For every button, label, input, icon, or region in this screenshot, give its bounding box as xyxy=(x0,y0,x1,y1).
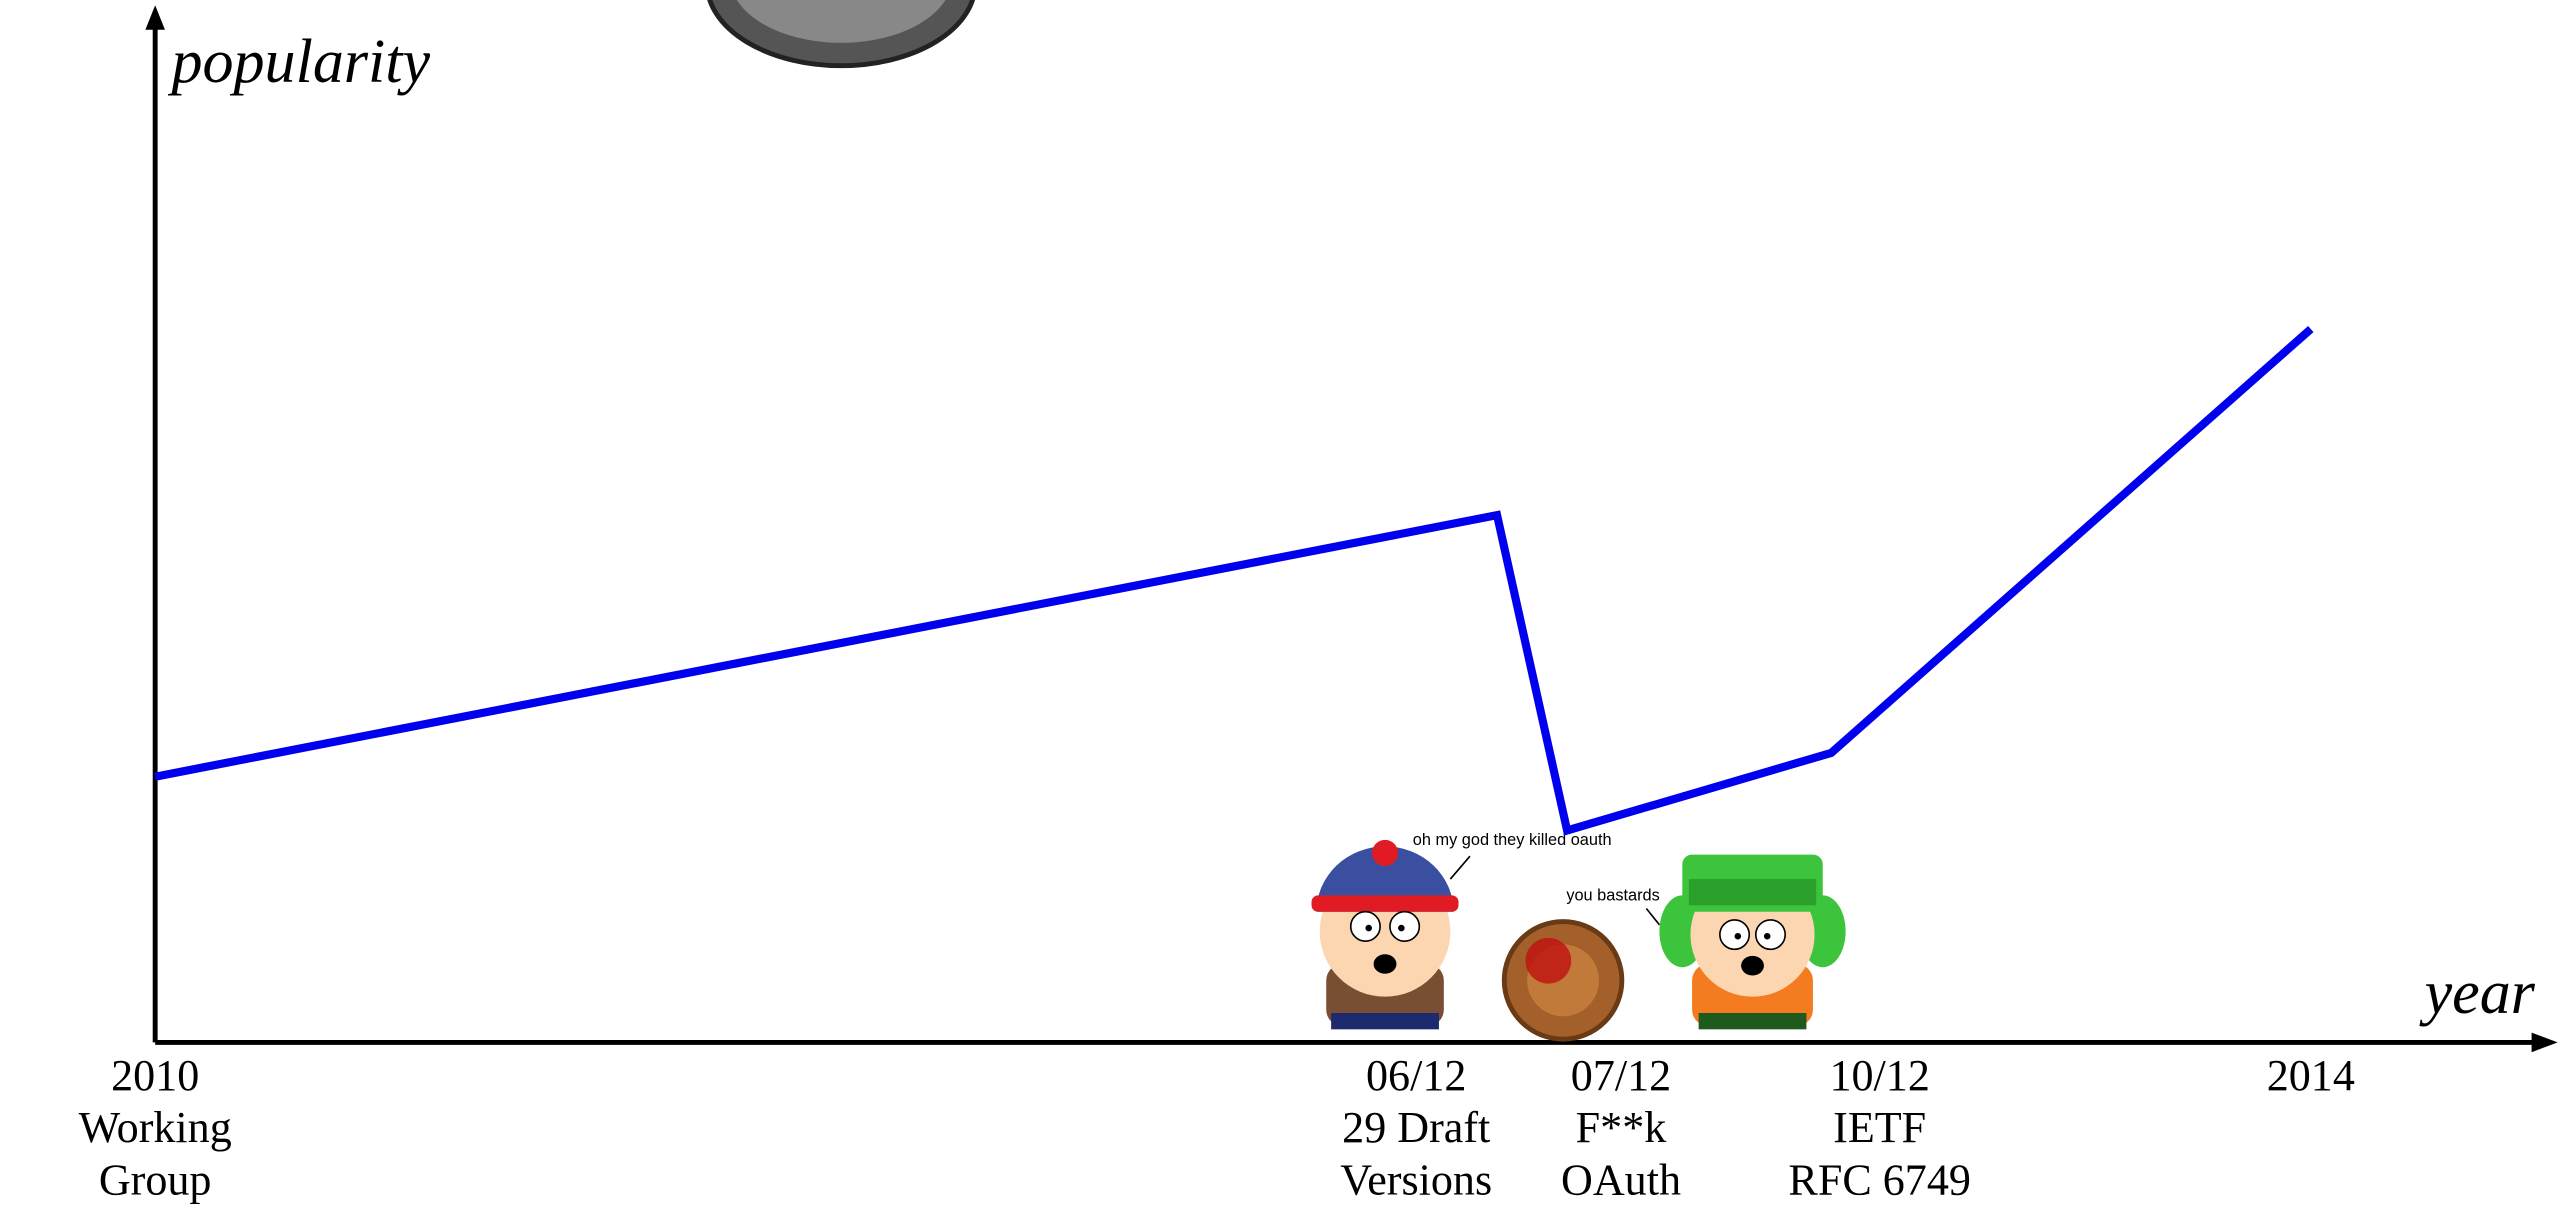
x-tick-label: 10/12 xyxy=(1829,1051,1929,1100)
x-tick-label: 29 Draft xyxy=(1342,1103,1490,1152)
annotation: you bastards xyxy=(1566,886,1660,904)
page: {"chart_data": { "type": "line", "x_labe… xyxy=(0,0,2561,1211)
x-tick-label: 2010 xyxy=(111,1051,199,1100)
x-axis-label: year xyxy=(2419,959,2536,1027)
x-tick-label: Group xyxy=(99,1155,212,1204)
x-tick-label: IETF xyxy=(1833,1103,1926,1152)
kyle-cartoon xyxy=(1646,855,1845,1030)
x-tick-label: F**k xyxy=(1576,1103,1668,1152)
y-axis-arrow xyxy=(145,5,165,29)
y-axis-label: popularity xyxy=(167,28,430,96)
x-tick-label: RFC 6749 xyxy=(1788,1155,1971,1204)
popularity-line xyxy=(155,329,2311,830)
x-tick-label: 2014 xyxy=(2267,1051,2355,1100)
x-tick-label: 07/12 xyxy=(1571,1051,1671,1100)
oauth-badge xyxy=(1504,922,1622,1040)
x-tick-label: OAuth xyxy=(1561,1155,1681,1204)
annotation: oh my god they killed oauth xyxy=(1413,831,1612,849)
x-axis-arrow xyxy=(2532,1033,2558,1053)
chart: popularity year oh my god th xyxy=(0,0,2561,1211)
x-tick-label: Versions xyxy=(1340,1155,1492,1204)
x-tick-label: Working xyxy=(79,1103,232,1152)
oauth-coin xyxy=(707,0,975,66)
x-tick-label: 06/12 xyxy=(1366,1051,1466,1100)
stan-cartoon xyxy=(1312,840,1470,1029)
